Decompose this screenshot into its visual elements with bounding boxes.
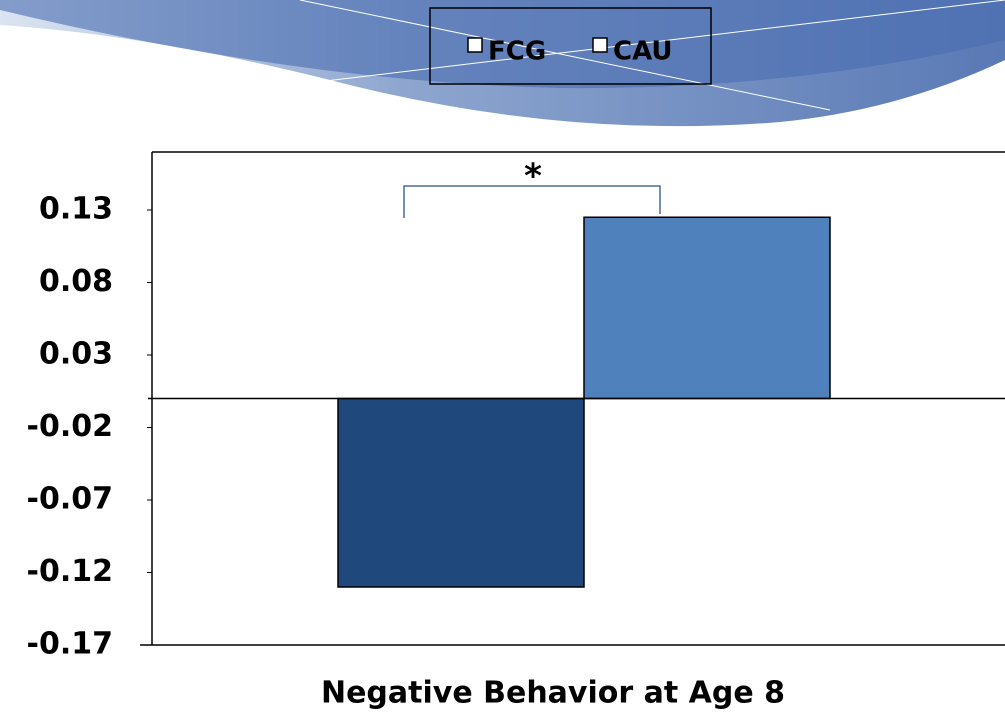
annotation: * bbox=[524, 157, 542, 197]
bar bbox=[583, 216, 831, 400]
y-tick-label: -0.12 bbox=[27, 554, 113, 589]
y-tick-label: 0.13 bbox=[39, 192, 113, 227]
legend-box bbox=[429, 7, 712, 85]
legend-label: CAU bbox=[613, 37, 673, 67]
y-tick-label: 0.03 bbox=[39, 337, 113, 372]
y-tick-label: -0.02 bbox=[27, 409, 113, 444]
y-tick-label: -0.17 bbox=[27, 627, 113, 662]
legend-swatch bbox=[467, 37, 483, 53]
y-tick-label: -0.07 bbox=[27, 482, 113, 517]
significance-bracket bbox=[403, 185, 661, 218]
y-tick-label: 0.08 bbox=[39, 264, 113, 299]
header-lines bbox=[249, 0, 1005, 111]
legend-label: FCG bbox=[488, 37, 546, 67]
legend-swatch bbox=[592, 37, 608, 53]
x-axis-label: Negative Behavior at Age 8 bbox=[321, 676, 785, 711]
bar bbox=[337, 397, 585, 588]
header-wave-dark bbox=[0, 0, 1005, 89]
